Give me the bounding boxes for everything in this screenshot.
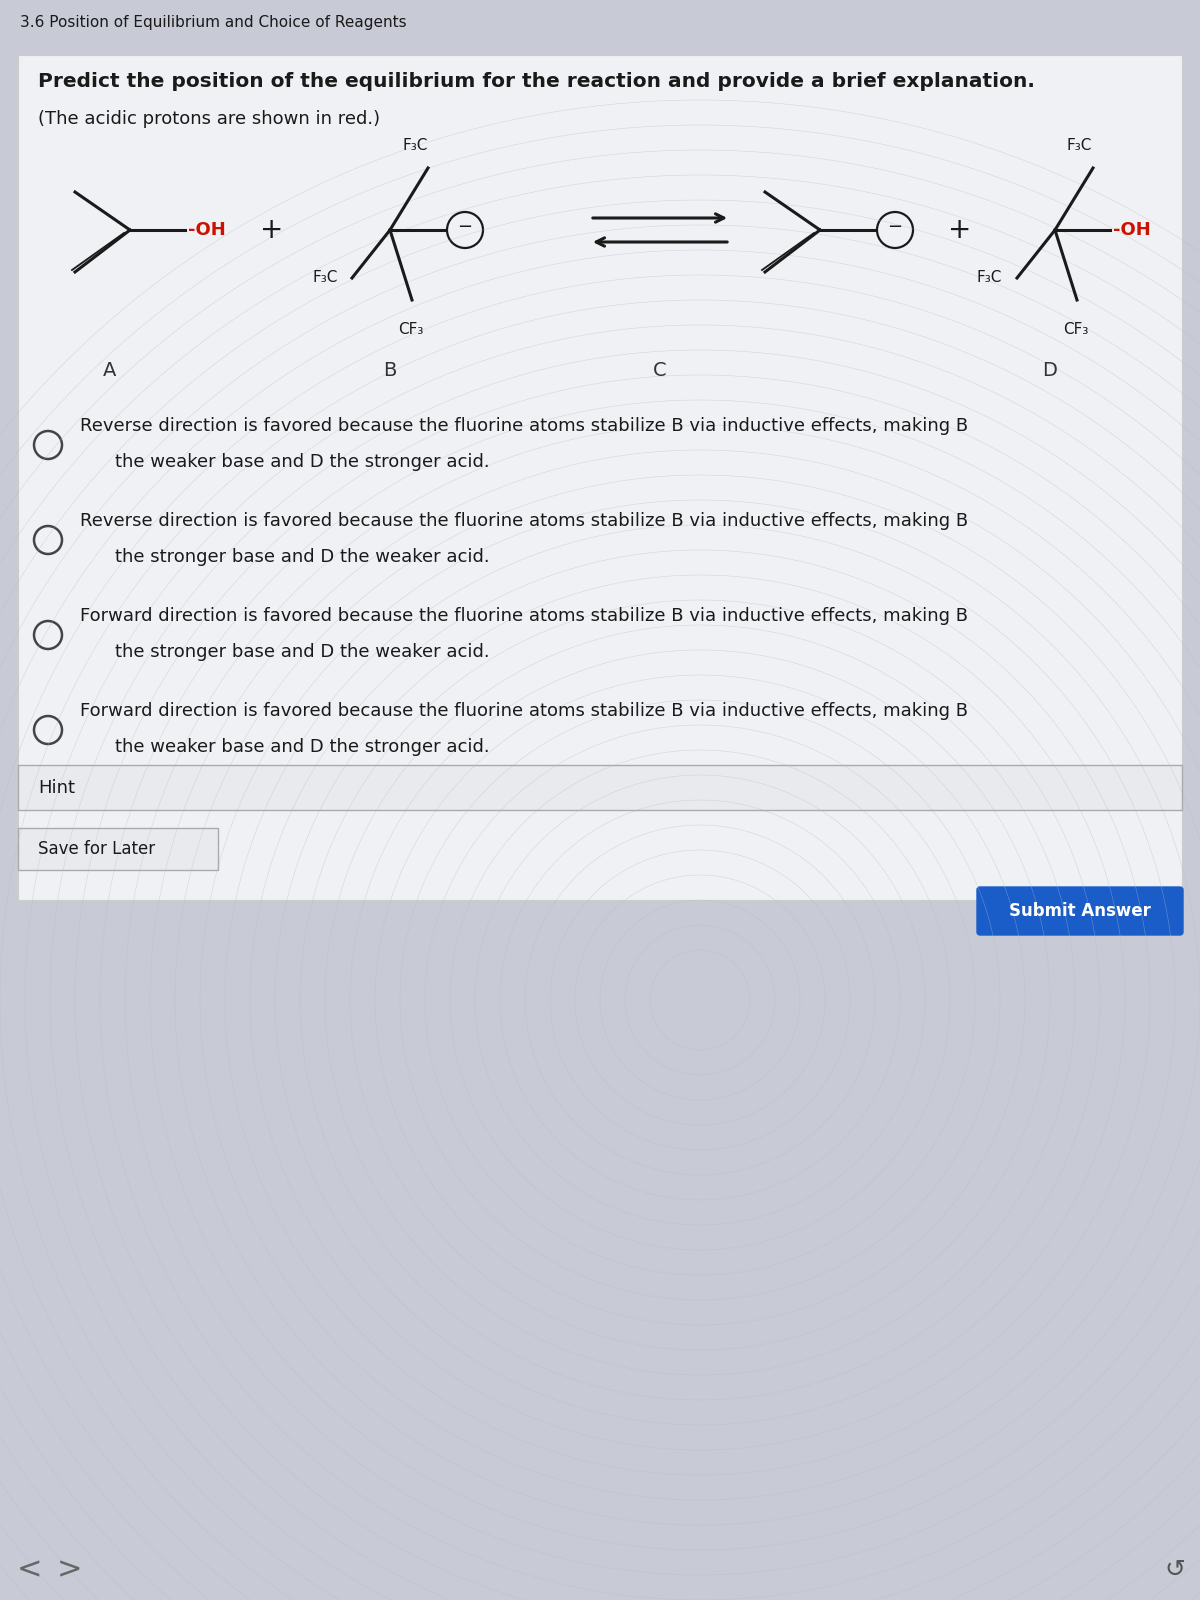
Text: Forward direction is favored because the fluorine atoms stabilize B via inductiv: Forward direction is favored because the… xyxy=(80,606,968,626)
Text: (The acidic protons are shown in red.): (The acidic protons are shown in red.) xyxy=(38,110,380,128)
Text: F₃C: F₃C xyxy=(312,270,337,285)
Text: -OH: -OH xyxy=(188,221,226,238)
Text: B: B xyxy=(383,360,397,379)
Text: ↺: ↺ xyxy=(1164,1558,1186,1582)
Text: −: − xyxy=(888,218,902,235)
Bar xyxy=(0,0,1200,45)
Text: the stronger base and D the weaker acid.: the stronger base and D the weaker acid. xyxy=(115,643,490,661)
FancyBboxPatch shape xyxy=(18,54,1182,899)
Text: +: + xyxy=(948,216,972,243)
Text: A: A xyxy=(103,360,116,379)
Text: Save for Later: Save for Later xyxy=(38,840,155,858)
FancyBboxPatch shape xyxy=(18,765,1182,810)
Text: >: > xyxy=(58,1555,83,1584)
Text: Forward direction is favored because the fluorine atoms stabilize B via inductiv: Forward direction is favored because the… xyxy=(80,702,968,720)
Text: Hint: Hint xyxy=(38,779,74,797)
Text: CF₃: CF₃ xyxy=(398,323,424,338)
Text: the weaker base and D the stronger acid.: the weaker base and D the stronger acid. xyxy=(115,453,490,470)
Text: −: − xyxy=(457,218,473,235)
Text: Submit Answer: Submit Answer xyxy=(1009,902,1151,920)
FancyBboxPatch shape xyxy=(977,886,1183,934)
Text: F₃C: F₃C xyxy=(402,138,427,152)
Text: the weaker base and D the stronger acid.: the weaker base and D the stronger acid. xyxy=(115,738,490,757)
Text: <: < xyxy=(17,1555,43,1584)
Text: C: C xyxy=(653,360,667,379)
Text: Reverse direction is favored because the fluorine atoms stabilize B via inductiv: Reverse direction is favored because the… xyxy=(80,512,968,530)
Text: Predict the position of the equilibrium for the reaction and provide a brief exp: Predict the position of the equilibrium … xyxy=(38,72,1034,91)
Text: the stronger base and D the weaker acid.: the stronger base and D the weaker acid. xyxy=(115,547,490,566)
FancyBboxPatch shape xyxy=(18,829,218,870)
Text: Reverse direction is favored because the fluorine atoms stabilize B via inductiv: Reverse direction is favored because the… xyxy=(80,418,968,435)
Text: F₃C: F₃C xyxy=(1067,138,1092,152)
Text: D: D xyxy=(1043,360,1057,379)
Text: 3.6 Position of Equilibrium and Choice of Reagents: 3.6 Position of Equilibrium and Choice o… xyxy=(20,16,407,30)
Text: F₃C: F₃C xyxy=(977,270,1002,285)
Text: +: + xyxy=(260,216,283,243)
Text: CF₃: CF₃ xyxy=(1063,323,1088,338)
Text: -OH: -OH xyxy=(1114,221,1151,238)
